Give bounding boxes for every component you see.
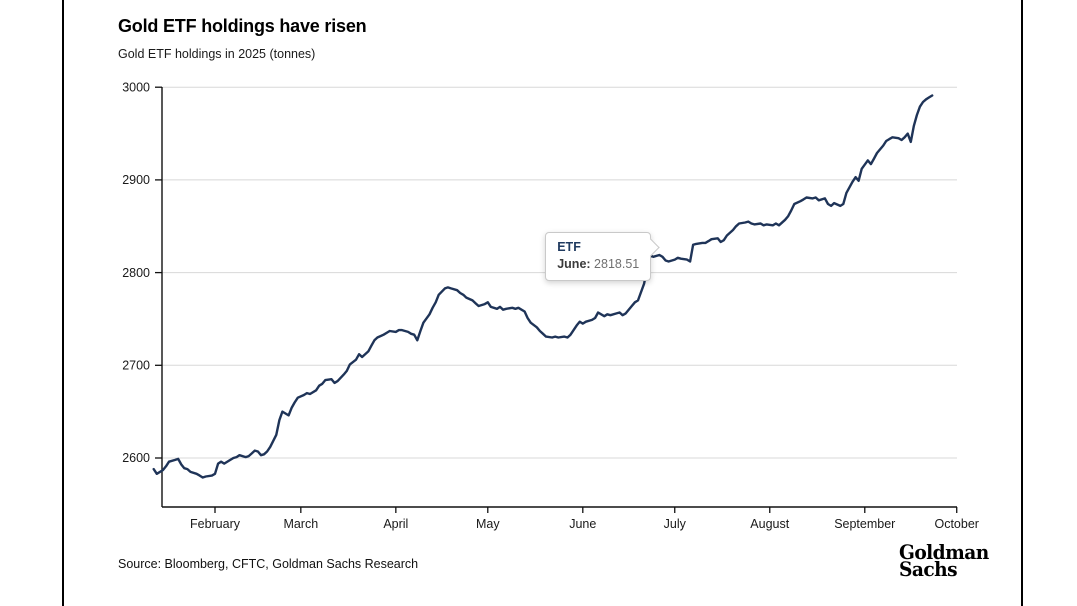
source-attribution: Source: Bloomberg, CFTC, Goldman Sachs R…: [118, 557, 419, 571]
x-tick-label: May: [476, 517, 500, 531]
hover-tooltip: ETF June: 2818.51: [545, 231, 660, 281]
chart-title: Gold ETF holdings have risen: [118, 16, 367, 36]
x-tick-label: August: [750, 517, 789, 531]
y-tick-label: 2900: [122, 173, 150, 187]
x-tick-label: April: [383, 517, 408, 531]
right-border-line: [1021, 0, 1023, 606]
etf-holdings-line: [152, 94, 934, 479]
y-tick-label: 3000: [122, 80, 150, 94]
left-border-line: [62, 0, 64, 606]
y-tick-label: 2600: [122, 451, 150, 465]
x-tick-label: February: [190, 517, 241, 531]
tooltip-value: 2818.51: [594, 256, 640, 271]
y-tick-label: 2700: [122, 359, 150, 373]
x-tick-label: June: [569, 517, 596, 531]
chart-subtitle: Gold ETF holdings in 2025 (tonnes): [118, 47, 316, 61]
x-tick-label: July: [664, 517, 687, 531]
y-tick-label: 2800: [122, 266, 150, 280]
logo-line-2: Sachs: [899, 557, 958, 581]
x-tick-label: September: [834, 517, 895, 531]
goldman-sachs-logo: Goldman Sachs: [899, 540, 989, 581]
x-tick-label: March: [283, 517, 318, 531]
tooltip-value-line: June: 2818.51: [557, 256, 639, 273]
tooltip-month-label: June:: [557, 256, 591, 271]
logo-line-1: Goldman: [899, 540, 989, 564]
x-tick-label: October: [934, 517, 978, 531]
tooltip-series-name: ETF: [557, 239, 581, 254]
